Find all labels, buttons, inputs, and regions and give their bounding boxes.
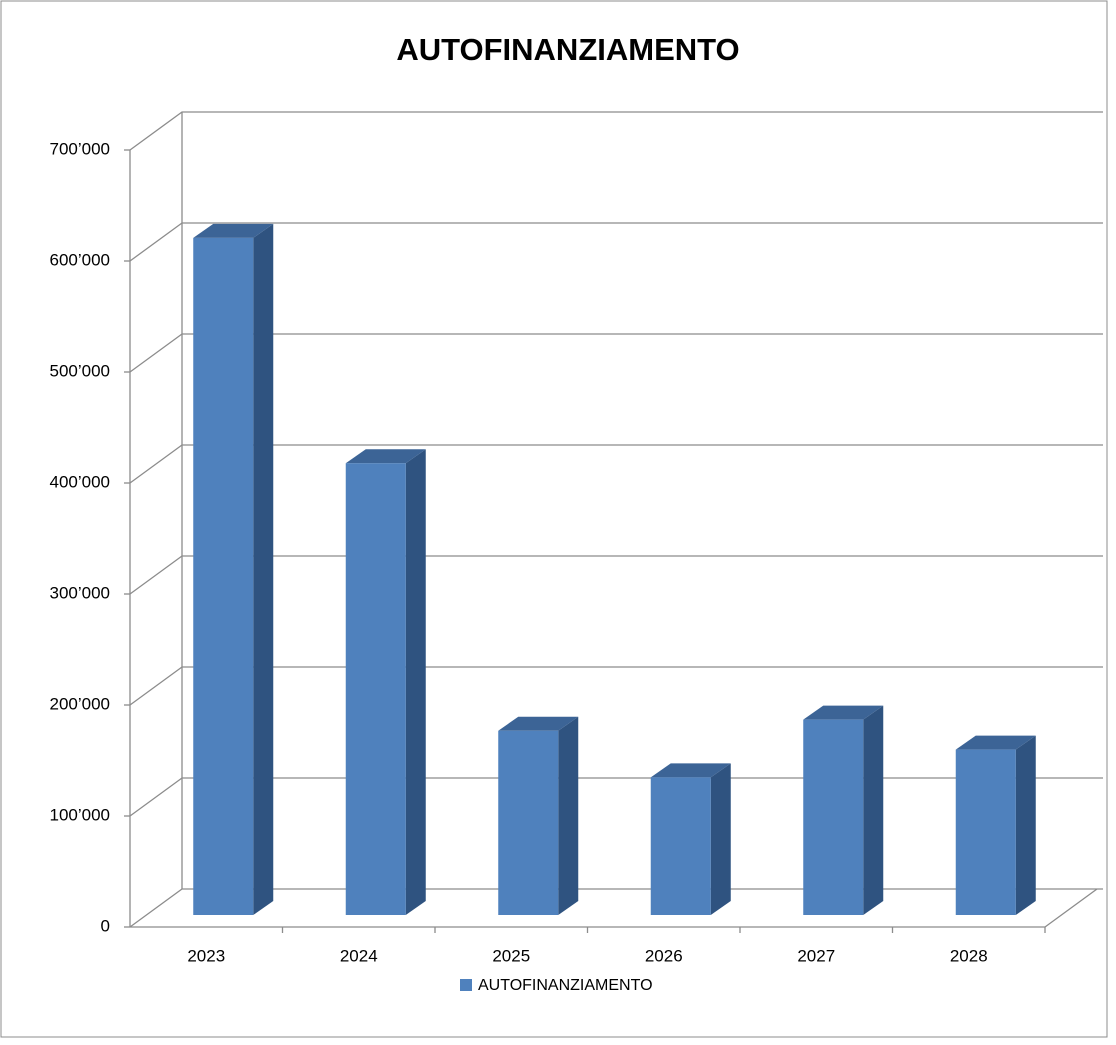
y-tick-label: 400’000 <box>49 472 110 491</box>
bar-top <box>498 716 579 731</box>
bar <box>650 777 711 915</box>
legend-label: AUTOFINANZIAMENTO <box>478 977 653 994</box>
bar-side <box>405 449 426 915</box>
grid-line <box>129 555 1103 595</box>
x-tick-label: 2026 <box>645 946 683 965</box>
bar-side <box>863 705 884 915</box>
y-tick-label: 0 <box>101 916 110 935</box>
bar-top <box>650 763 731 778</box>
x-tick-label: 2024 <box>340 946 378 965</box>
bar-top <box>193 223 274 238</box>
y-tick-label: 700’000 <box>49 139 110 158</box>
y-tick-label: 500’000 <box>49 361 110 380</box>
bar <box>955 749 1016 915</box>
bar-side <box>1015 735 1036 915</box>
grid-line <box>129 111 1103 151</box>
grid-line <box>129 222 1103 262</box>
y-tick-label: 200’000 <box>49 694 110 713</box>
x-tick-label: 2025 <box>492 946 530 965</box>
x-tick-label: 2027 <box>797 946 835 965</box>
bar <box>498 730 559 915</box>
y-tick-label: 300’000 <box>49 583 110 602</box>
bar-side <box>253 223 274 915</box>
grid-line <box>129 888 1103 928</box>
y-tick-label: 600’000 <box>49 250 110 269</box>
grid-line <box>129 666 1103 706</box>
y-tick-label: 100’000 <box>49 805 110 824</box>
bar-side <box>558 716 579 915</box>
grid-line <box>129 444 1103 484</box>
grid-line <box>129 333 1103 373</box>
chart-title: AUTOFINANZIAMENTO <box>396 32 739 67</box>
legend-swatch <box>460 979 472 991</box>
bar-top <box>803 705 884 720</box>
grid-line <box>129 777 1103 817</box>
x-tick-label: 2028 <box>950 946 988 965</box>
bar-side <box>710 763 731 915</box>
bar <box>345 463 406 915</box>
bar-top <box>955 735 1036 750</box>
x-tick-label: 2023 <box>187 946 225 965</box>
bar-top <box>345 449 426 464</box>
bar <box>803 719 864 915</box>
bar <box>193 237 254 915</box>
